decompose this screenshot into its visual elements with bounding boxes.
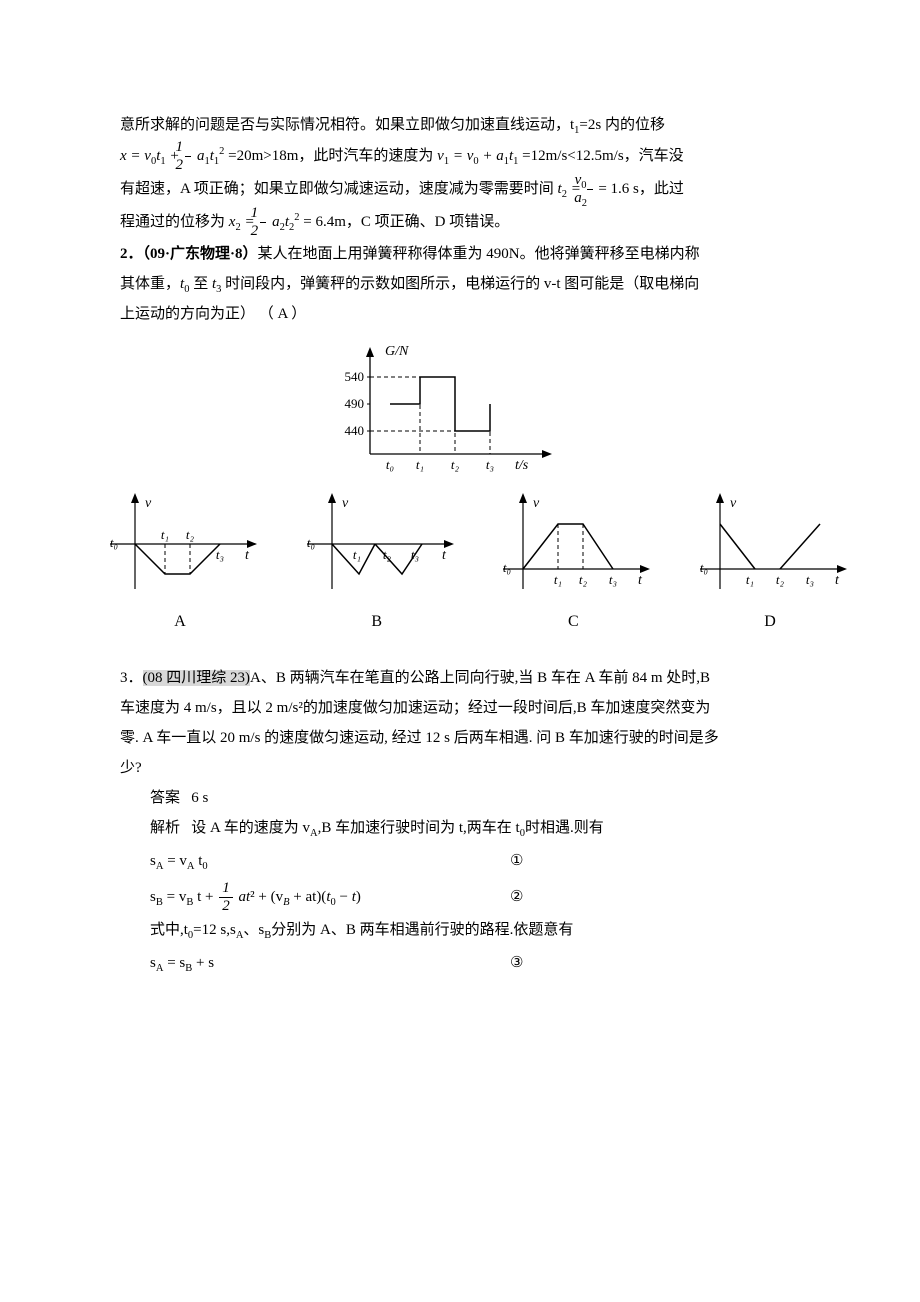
svg-text:t₃: t₃ — [216, 547, 224, 562]
text: =12m/s<12.5m/s，汽车没 — [522, 148, 684, 164]
svg-text:540: 540 — [345, 369, 365, 384]
svg-text:t₃: t₃ — [486, 457, 494, 472]
text: =12 s,s — [193, 922, 236, 938]
equation-2: sB = vB t + 12 at² + (vB + at)(t0 − t) ② — [120, 879, 830, 915]
svg-text:t₂: t₂ — [776, 572, 785, 587]
question-2: 2．（09·广东物理·8）某人在地面上用弹簧秤称得体重为 490N。他将弹簧秤移… — [120, 239, 830, 329]
question-3: 3．(08 四川理综 23)A、B 两辆汽车在笔直的公路上同向行驶,当 B 车在… — [120, 663, 830, 981]
option-label-b: B — [287, 606, 467, 638]
text: 其体重， — [120, 276, 180, 292]
text: 、s — [243, 922, 264, 938]
svg-text:t: t — [835, 573, 840, 588]
text: = 6.4m，C 项正确、D 项错误。 — [303, 214, 509, 230]
eq-mark-3: ③ — [510, 945, 523, 981]
equation-3: sA = sB + s ③ — [120, 945, 830, 981]
option-a: v t₀ t₁ t₂ t₃ t A — [90, 489, 270, 638]
svg-text:t₀: t₀ — [503, 560, 511, 575]
svg-text:t₀: t₀ — [307, 535, 315, 550]
text: 少? — [120, 753, 830, 783]
svg-text:t₁: t₁ — [161, 527, 169, 542]
svg-text:v: v — [145, 496, 152, 511]
answer-label: 答案 — [150, 790, 180, 806]
option-c: v t₀ t₁ t₂ t₃ t C — [483, 489, 663, 638]
text: s，此过 — [633, 181, 684, 197]
svg-text:t₀: t₀ — [700, 560, 708, 575]
chart-options-row: v t₀ t₁ t₂ t₃ t A v t₀ t₁ t₂ — [90, 489, 860, 638]
eq-mark-1: ① — [510, 843, 523, 879]
text: 设 A 车的速度为 v — [191, 820, 310, 836]
option-label-c: C — [483, 606, 663, 638]
svg-text:t/s: t/s — [515, 458, 529, 473]
eq-mark-2: ② — [510, 879, 523, 915]
svg-text:t: t — [442, 548, 447, 563]
formula-x2: x2 = 12 a2t22 — [229, 214, 303, 230]
text: 车速度为 4 m/s，且以 2 m/s²的加速度做匀加速运动；经过一段时间后,B… — [120, 693, 830, 723]
sub: A — [310, 828, 318, 839]
text: 式中,t — [150, 922, 188, 938]
paragraph-1: 意所求解的问题是否与实际情况相符。如果立即做匀加速直线运动，t1=2s 内的位移… — [120, 110, 830, 239]
text: 至 — [189, 276, 212, 292]
text: A、B 两辆汽车在笔直的公路上同向行驶,当 B 车在 A 车前 84 m 处时,… — [250, 670, 710, 686]
option-b: v t₀ t₁ t₂ t₃ t B — [287, 489, 467, 638]
q3-source: (08 四川理综 23) — [143, 670, 251, 686]
svg-text:t₂: t₂ — [186, 527, 195, 542]
formula-t2: t2 = v0a2 — [558, 181, 599, 197]
svg-text:t₁: t₁ — [746, 572, 754, 587]
svg-text:440: 440 — [345, 423, 365, 438]
svg-text:v: v — [533, 496, 540, 511]
q3-number: 3． — [120, 670, 143, 686]
var-t3: t3 — [212, 276, 221, 292]
formula-x: x = v0t1 + 12 a1t12 — [120, 148, 228, 164]
svg-text:t₁: t₁ — [353, 547, 361, 562]
svg-text:t₀: t₀ — [110, 535, 118, 550]
option-label-d: D — [680, 606, 860, 638]
text: =2s 内的位移 — [579, 117, 665, 133]
svg-text:t₂: t₂ — [451, 457, 460, 472]
option-d: v t₀ t₁ t₂ t₃ t D — [680, 489, 860, 638]
answer-value: 6 s — [191, 790, 208, 806]
text: 意所求解的问题是否与实际情况相符。如果立即做匀加速直线运动，t — [120, 117, 574, 133]
svg-text:v: v — [730, 496, 737, 511]
explain-label: 解析 — [150, 820, 180, 836]
svg-text:t₀: t₀ — [386, 457, 394, 472]
q2-number: 2． — [120, 246, 143, 262]
option-label-a: A — [90, 606, 270, 638]
svg-text:t₃: t₃ — [609, 572, 617, 587]
q2-source: （09·广东物理·8） — [143, 246, 258, 262]
svg-text:G/N: G/N — [385, 344, 409, 359]
equation-1: sA = vA t0 ① — [120, 843, 830, 879]
text: 某人在地面上用弹簧秤称得体重为 490N。他将弹簧秤移至电梯内称 — [258, 246, 700, 262]
text: 有超速，A 项正确；如果立即做匀减速运动，速度减为零需要时间 — [120, 181, 554, 197]
text: 时间段内，弹簧秤的示数如图所示，电梯运行的 v-t 图可能是（取电梯向 — [221, 276, 699, 292]
text: 分别为 A、B 两车相遇前行驶的路程.依题意有 — [271, 922, 573, 938]
text: 零. A 车一直以 20 m/s 的速度做匀速运动, 经过 12 s 后两车相遇… — [120, 723, 830, 753]
text: 时相遇.则有 — [525, 820, 604, 836]
formula-v1: v1 = v0 + a1t1 — [437, 148, 522, 164]
text: = 1.6 — [598, 181, 629, 197]
svg-text:v: v — [342, 496, 349, 511]
svg-text:t: t — [638, 573, 643, 588]
svg-text:t: t — [245, 548, 250, 563]
text: =20m>18m，此时汽车的速度为 — [228, 148, 433, 164]
text: ,B 车加速行驶时间为 t,两车在 t — [318, 820, 520, 836]
svg-text:t₃: t₃ — [806, 572, 814, 587]
svg-text:t₁: t₁ — [554, 572, 562, 587]
chart-g-vs-t: 540 490 440 t₀ t₁ t₂ t₃ G/N t/s — [320, 339, 830, 479]
svg-text:490: 490 — [345, 396, 365, 411]
svg-text:t₁: t₁ — [416, 457, 424, 472]
svg-text:t₂: t₂ — [579, 572, 588, 587]
text: 程通过的位移为 — [120, 214, 225, 230]
text: 上运动的方向为正） （ A ） — [120, 306, 306, 322]
